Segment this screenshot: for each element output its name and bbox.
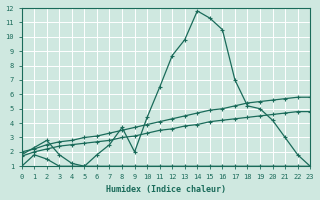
X-axis label: Humidex (Indice chaleur): Humidex (Indice chaleur): [106, 185, 226, 194]
